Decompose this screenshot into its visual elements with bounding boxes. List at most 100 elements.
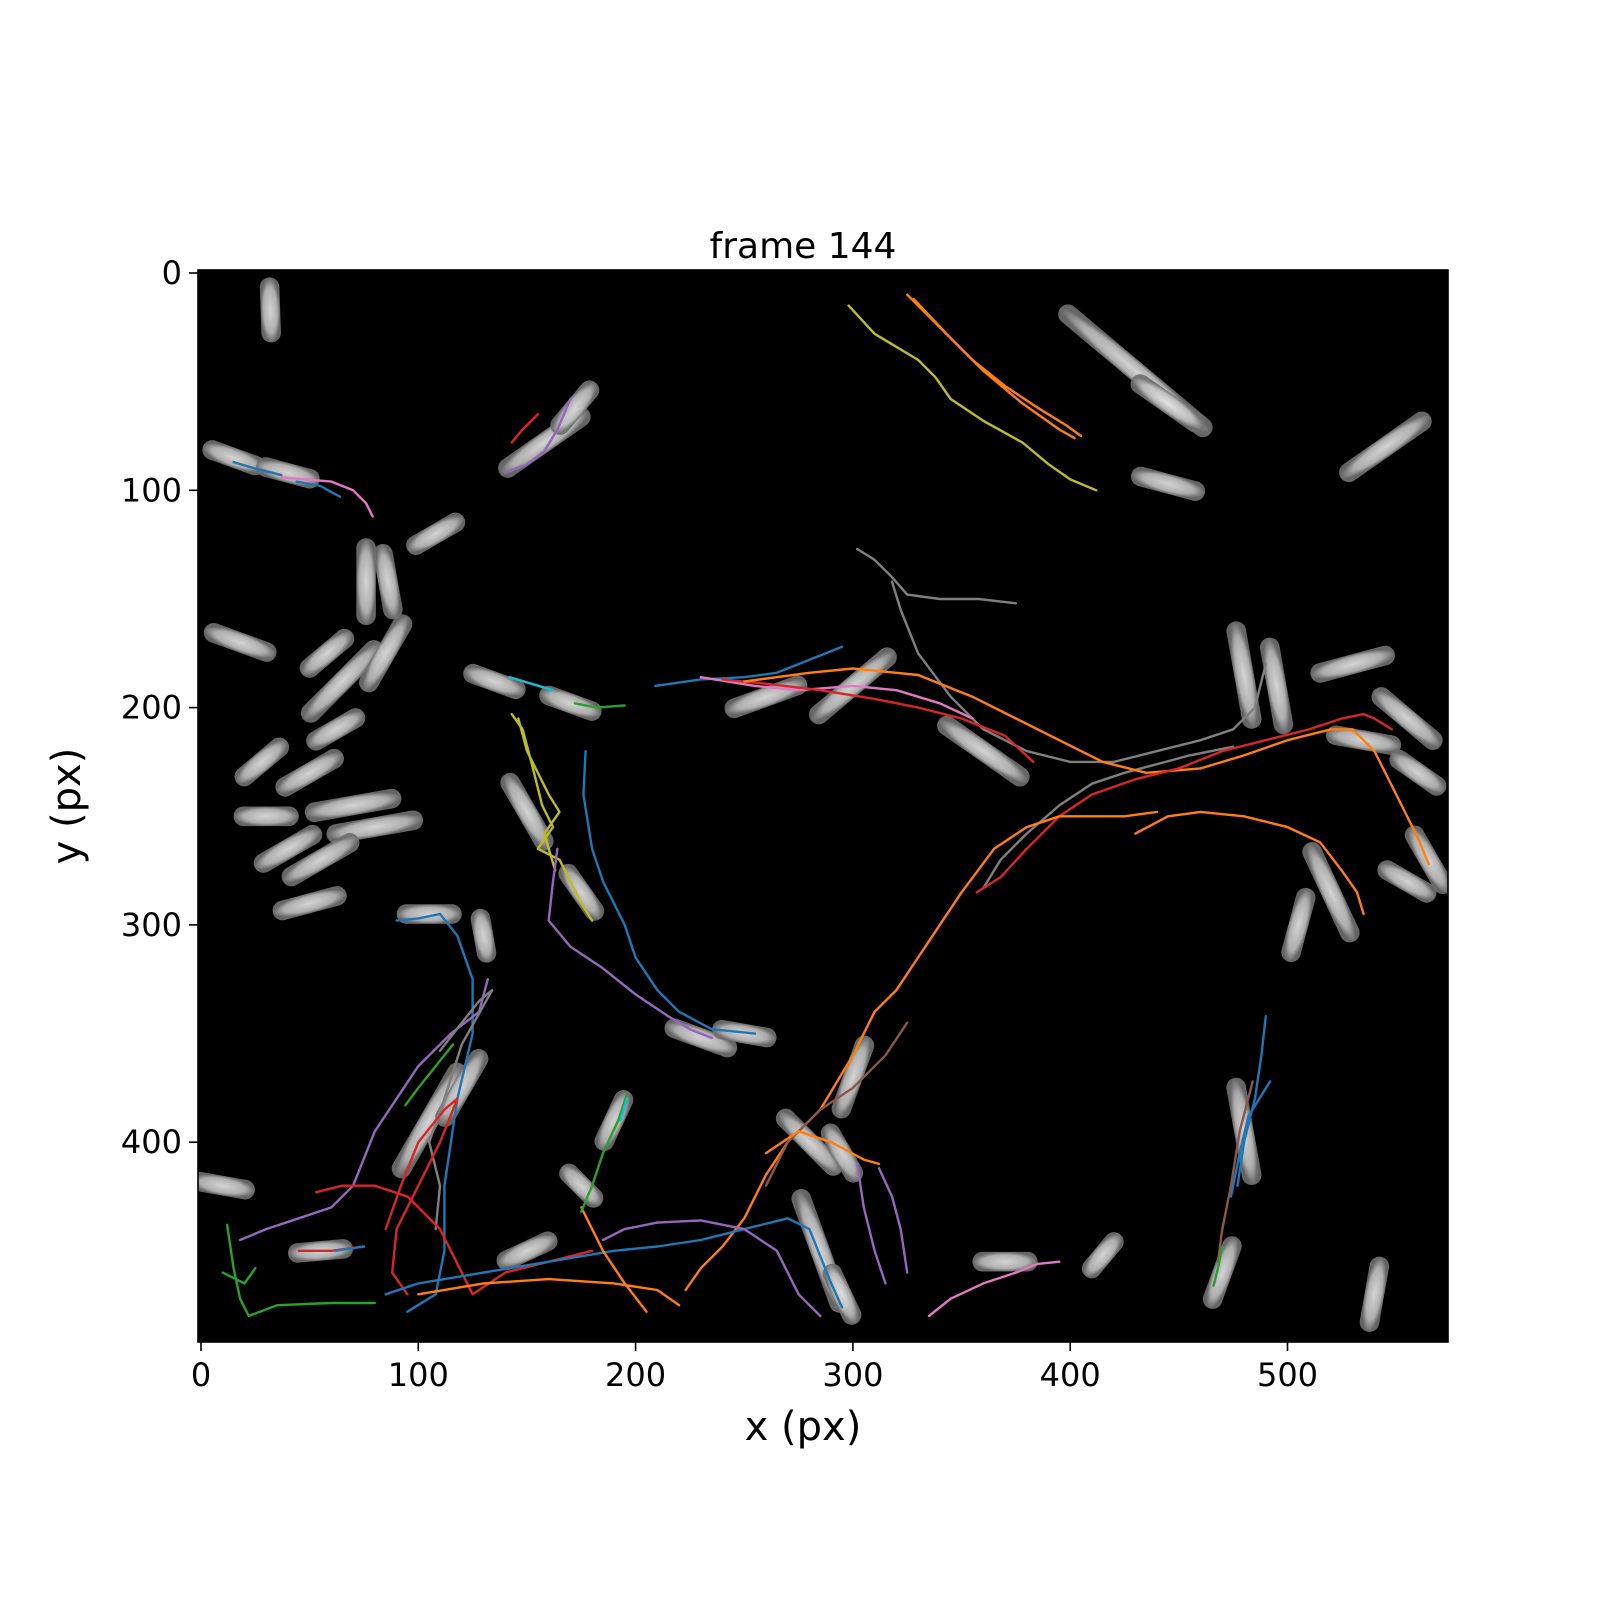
track-line-22 bbox=[582, 749, 757, 1035]
cells-layer bbox=[198, 277, 1448, 1332]
track-line-43 bbox=[877, 1167, 909, 1274]
y-tick-label-100: 100 bbox=[121, 471, 182, 509]
bacterium-cell-47 bbox=[820, 1123, 864, 1183]
bacterium-cell-57 bbox=[972, 1251, 1038, 1272]
x-axis: 0 100 200 300 400 500 bbox=[191, 1342, 1318, 1394]
x-tick-label-200: 200 bbox=[605, 1356, 666, 1394]
track-line-39 bbox=[619, 1097, 629, 1122]
track-line-1 bbox=[912, 297, 1076, 440]
track-line-46 bbox=[1229, 1080, 1272, 1198]
track-line-16 bbox=[1134, 810, 1365, 916]
track-line-26 bbox=[428, 988, 494, 1231]
track-line-30 bbox=[384, 1217, 844, 1309]
track-line-3 bbox=[504, 397, 572, 475]
bacterium-cell-44 bbox=[1281, 887, 1316, 963]
bacterium-cell-49 bbox=[822, 1263, 862, 1325]
bacterium-cell-61 bbox=[1359, 1256, 1390, 1332]
track-line-34 bbox=[225, 1223, 376, 1318]
bacterium-cell-24 bbox=[539, 685, 602, 721]
y-tick-label-0: 0 bbox=[162, 254, 182, 292]
bacterium-cell-2 bbox=[550, 380, 600, 435]
bacterium-cell-43 bbox=[1302, 842, 1360, 943]
bacterium-cell-36 bbox=[1260, 637, 1294, 735]
track-line-37 bbox=[334, 1245, 366, 1252]
bacterium-cell-51 bbox=[559, 1163, 604, 1208]
tracks-layer bbox=[221, 293, 1430, 1318]
bacterium-cell-0 bbox=[259, 277, 281, 343]
track-line-15 bbox=[975, 712, 1393, 894]
x-tick-label-0: 0 bbox=[191, 1356, 211, 1394]
bacterium-cell-33 bbox=[1130, 466, 1206, 501]
bacterium-cell-6 bbox=[356, 538, 376, 626]
track-line-13 bbox=[721, 678, 1035, 764]
track-line-29 bbox=[315, 1184, 594, 1296]
track-line-5 bbox=[232, 460, 283, 477]
track-line-4 bbox=[510, 413, 539, 444]
track-line-17 bbox=[684, 810, 1159, 1292]
track-line-7 bbox=[280, 476, 374, 518]
bacterium-cell-56 bbox=[496, 1231, 558, 1271]
x-axis-label: x (px) bbox=[745, 1404, 862, 1450]
bacterium-cell-12 bbox=[306, 708, 366, 751]
y-tick-label-300: 300 bbox=[121, 906, 182, 944]
y-axis-label: y (px) bbox=[44, 748, 90, 865]
track-line-32 bbox=[417, 1277, 681, 1307]
bacterium-cell-9 bbox=[299, 628, 355, 678]
bacterium-cell-45 bbox=[831, 1035, 875, 1119]
track-line-10 bbox=[982, 745, 1235, 890]
track-line-24 bbox=[395, 912, 474, 1313]
track-line-42 bbox=[856, 1162, 887, 1285]
y-tick-label-200: 200 bbox=[121, 689, 182, 727]
track-line-45 bbox=[1236, 1015, 1267, 1187]
track-line-11 bbox=[654, 645, 844, 688]
track-line-47 bbox=[1216, 1080, 1254, 1263]
track-line-40 bbox=[764, 1021, 909, 1187]
bacterium-cell-34 bbox=[1339, 411, 1432, 483]
bacterium-cell-15 bbox=[233, 806, 299, 827]
track-line-33 bbox=[580, 1206, 648, 1313]
bacterium-cell-40 bbox=[1389, 749, 1447, 796]
plot-area bbox=[197, 269, 1449, 1343]
track-line-27 bbox=[404, 1043, 455, 1107]
track-line-21 bbox=[517, 717, 561, 872]
track-line-28 bbox=[384, 1097, 459, 1296]
y-axis: 0 100 200 300 400 bbox=[121, 254, 198, 1161]
track-line-38 bbox=[580, 1093, 629, 1213]
track-line-8 bbox=[856, 547, 1018, 605]
bacterium-cell-55 bbox=[198, 1171, 255, 1200]
track-line-35 bbox=[221, 1267, 257, 1285]
bacterium-cell-19 bbox=[281, 833, 360, 887]
bacterium-cell-62 bbox=[1130, 374, 1206, 433]
bacterium-cell-52 bbox=[391, 1062, 467, 1179]
x-tick-label-300: 300 bbox=[822, 1356, 883, 1394]
bacterium-cell-11 bbox=[359, 614, 413, 693]
plot-frame bbox=[197, 269, 1449, 1343]
bacterium-cell-27 bbox=[664, 1018, 738, 1058]
bacterium-cell-39 bbox=[1371, 687, 1443, 750]
track-line-31 bbox=[601, 1219, 822, 1318]
x-tick-label-100: 100 bbox=[388, 1356, 449, 1394]
track-line-41 bbox=[764, 1130, 881, 1166]
track-line-48 bbox=[1212, 1245, 1224, 1287]
bacterium-cell-3 bbox=[406, 512, 466, 556]
bacterium-cell-23 bbox=[463, 663, 526, 700]
x-tick-label-400: 400 bbox=[1040, 1356, 1101, 1394]
bacterium-cell-41 bbox=[1404, 825, 1448, 895]
x-tick-label-500: 500 bbox=[1257, 1356, 1318, 1394]
track-line-2 bbox=[847, 304, 1098, 492]
bacterium-cell-25 bbox=[500, 772, 554, 851]
track-line-6 bbox=[295, 480, 342, 498]
bacterium-cell-35 bbox=[1226, 621, 1262, 729]
bacterium-cell-20 bbox=[272, 886, 347, 921]
bacterium-cell-31 bbox=[937, 715, 1030, 787]
track-line-23 bbox=[547, 847, 713, 1040]
track-line-19 bbox=[573, 702, 626, 709]
track-line-9 bbox=[890, 580, 1267, 764]
bacterium-cell-5 bbox=[256, 457, 320, 489]
bacterium-cell-13 bbox=[234, 737, 290, 787]
y-tick-label-400: 400 bbox=[121, 1123, 182, 1161]
bacterium-cell-42 bbox=[1377, 860, 1437, 903]
bacterium-cell-37 bbox=[1310, 645, 1395, 683]
track-line-12 bbox=[699, 676, 974, 720]
